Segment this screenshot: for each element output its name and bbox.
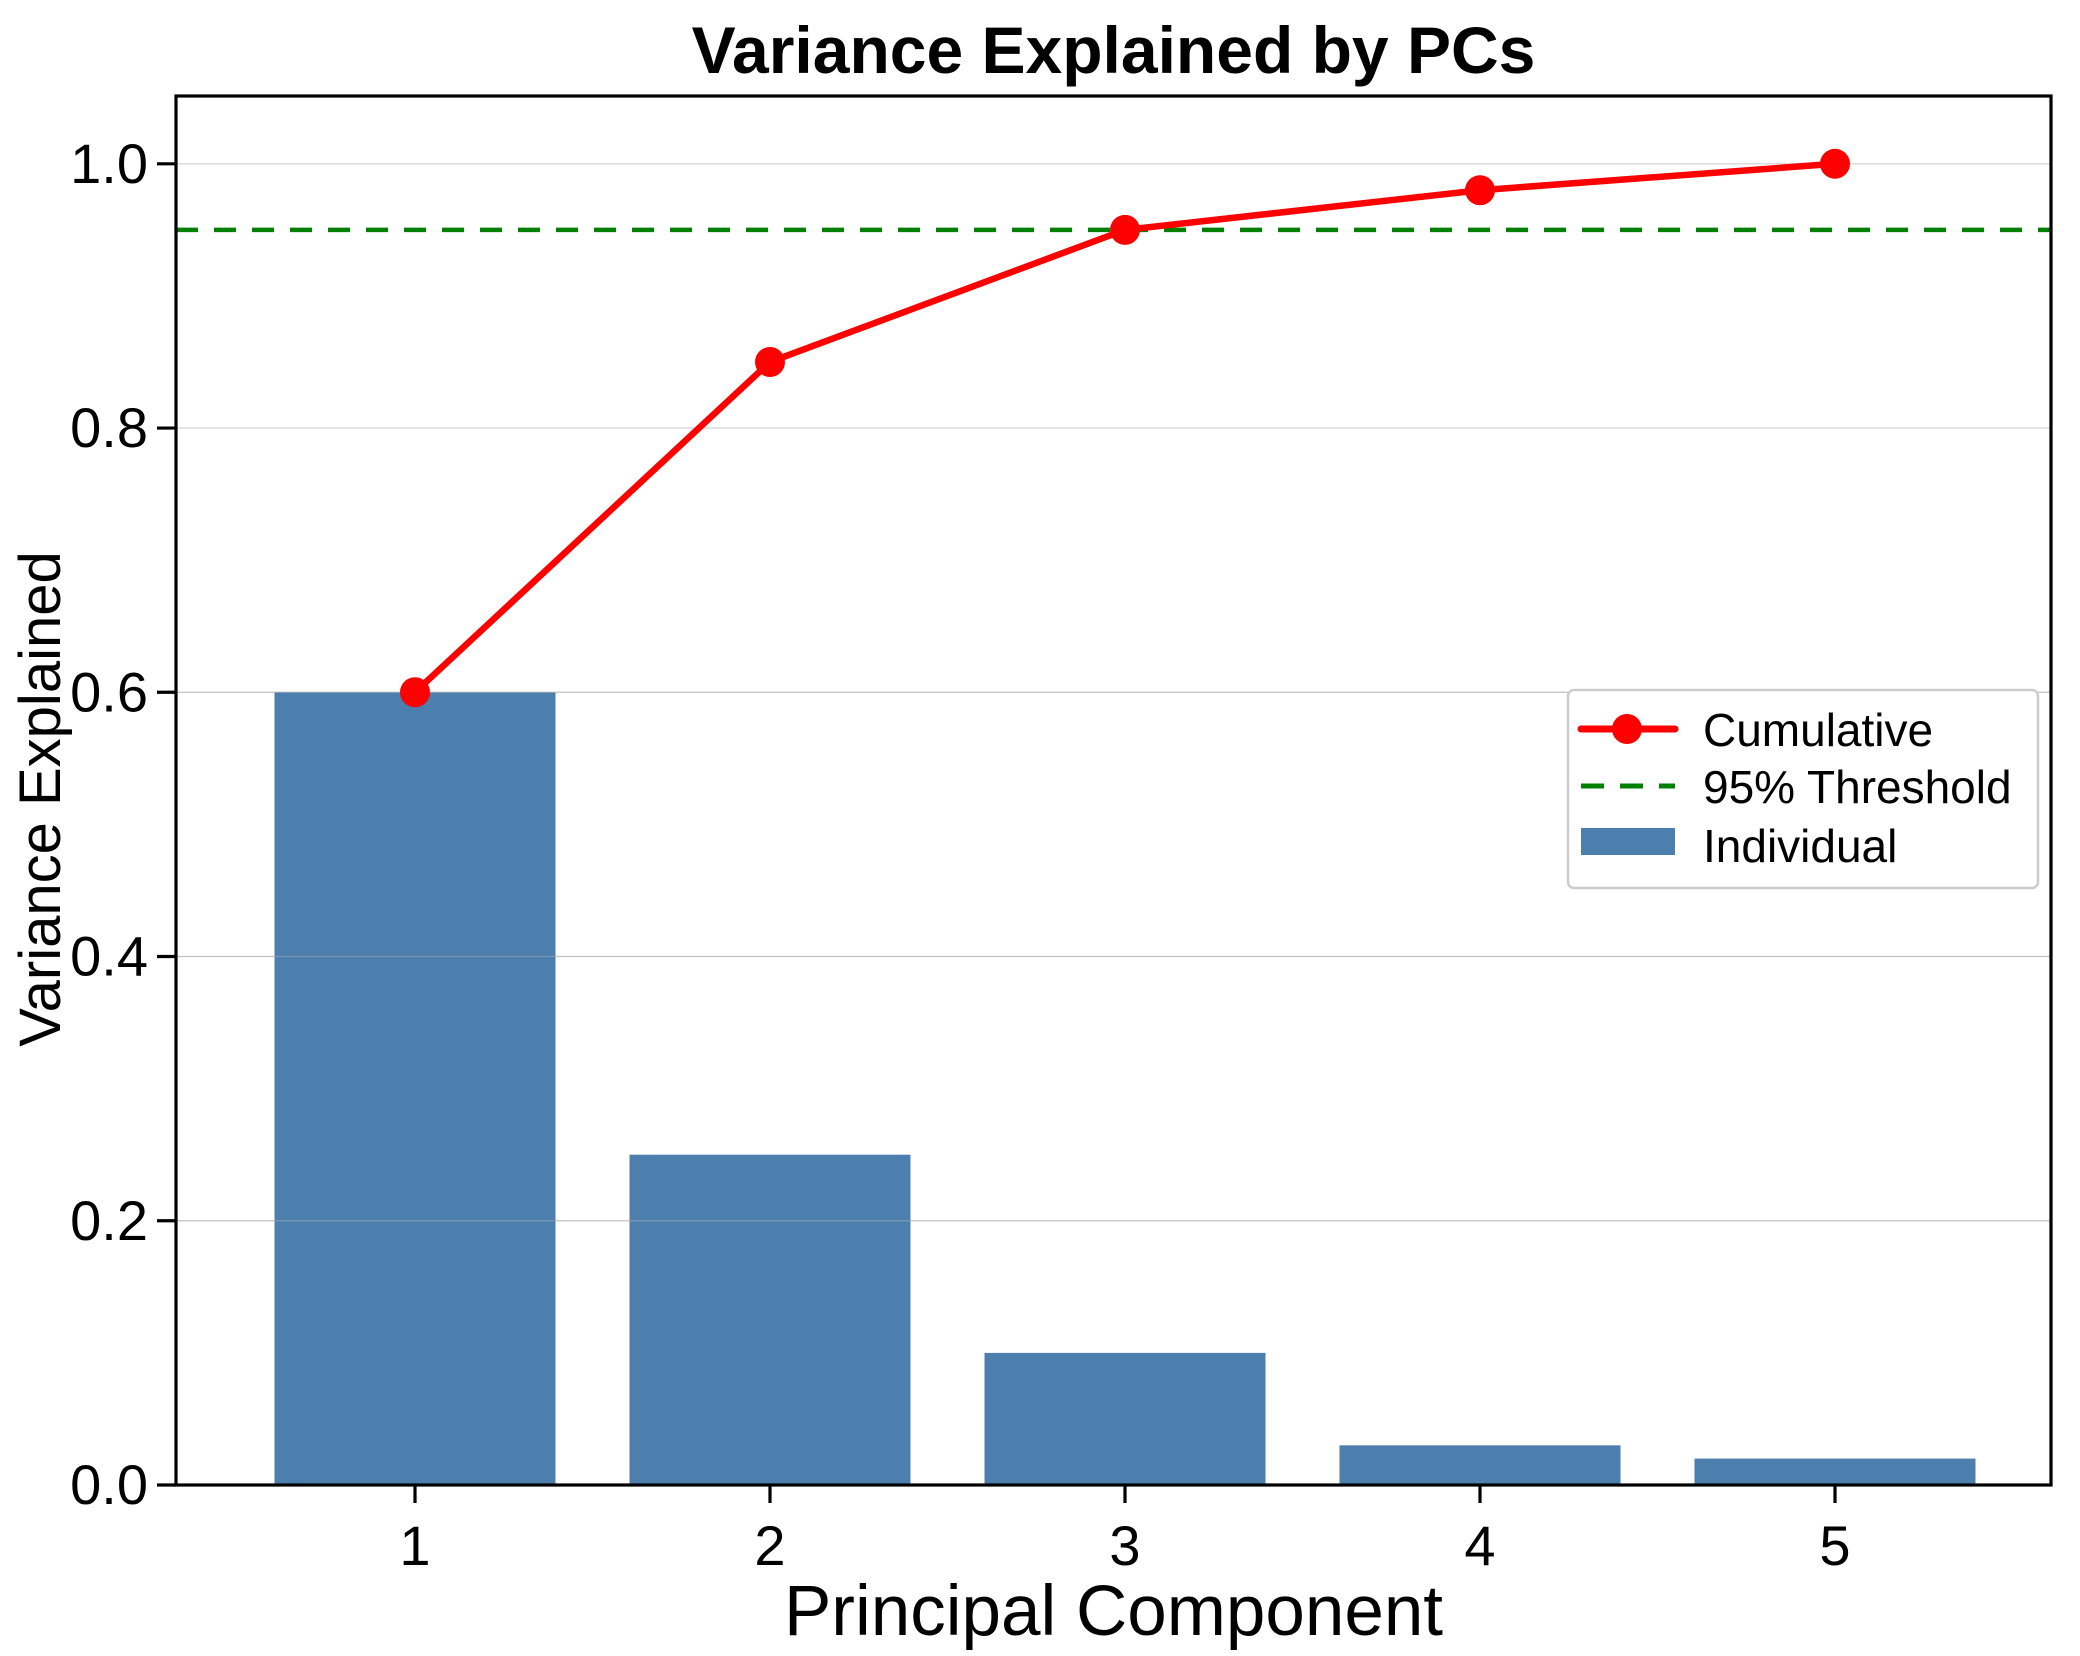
svg-text:0.2: 0.2 xyxy=(70,1189,148,1252)
svg-text:5: 5 xyxy=(1819,1514,1850,1577)
svg-text:4: 4 xyxy=(1464,1514,1495,1577)
svg-text:Individual: Individual xyxy=(1703,820,1897,872)
svg-text:3: 3 xyxy=(1109,1514,1140,1577)
svg-text:1.0: 1.0 xyxy=(70,132,148,195)
svg-text:0.8: 0.8 xyxy=(70,396,148,459)
svg-text:Variance Explained: Variance Explained xyxy=(8,551,73,1046)
svg-text:2: 2 xyxy=(754,1514,785,1577)
svg-text:Principal Component: Principal Component xyxy=(784,1572,1443,1651)
svg-text:1: 1 xyxy=(399,1514,430,1577)
svg-text:95% Threshold: 95% Threshold xyxy=(1703,761,2012,813)
svg-text:0.6: 0.6 xyxy=(70,660,148,723)
svg-text:0.4: 0.4 xyxy=(70,925,148,988)
svg-text:0.0: 0.0 xyxy=(70,1453,148,1516)
svg-text:Cumulative: Cumulative xyxy=(1703,704,1933,756)
svg-text:Variance Explained by PCs: Variance Explained by PCs xyxy=(692,13,1536,87)
